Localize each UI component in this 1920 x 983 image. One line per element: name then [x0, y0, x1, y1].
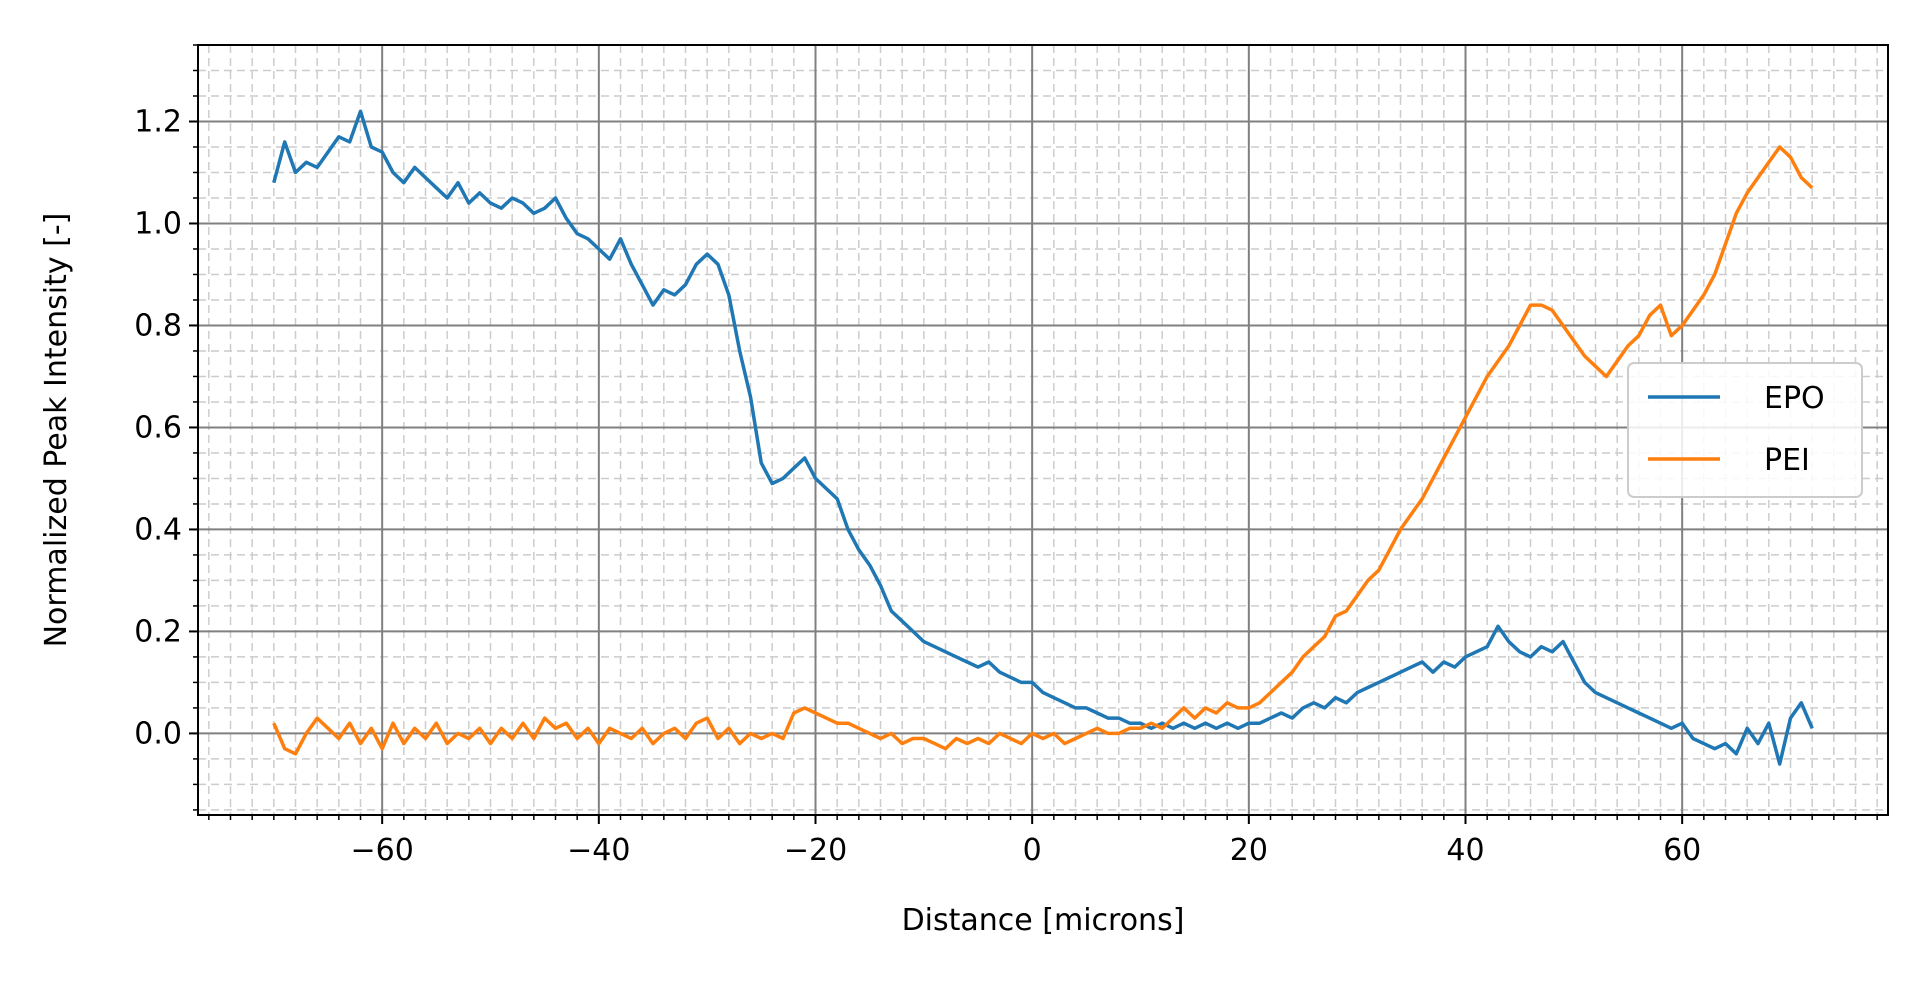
- y-tick-label: 0.2: [134, 614, 182, 649]
- y-axis-label: Normalized Peak Intensity [-]: [39, 213, 74, 648]
- series-line-pei: [272, 145, 1814, 756]
- series-line-epo: [272, 109, 1814, 766]
- x-tick-label: −60: [351, 833, 414, 868]
- x-tick-label: 60: [1663, 833, 1701, 868]
- y-tick-label: 0.6: [134, 410, 182, 445]
- x-tick-label: 0: [1023, 833, 1042, 868]
- x-tick-label: 20: [1230, 833, 1268, 868]
- y-tick-label: 1.0: [134, 206, 182, 241]
- y-tick-label: 0.4: [134, 512, 182, 547]
- series-lines: [272, 109, 1814, 766]
- axis-ticks: [189, 44, 1878, 824]
- y-tick-label: 1.2: [134, 104, 182, 139]
- major-gridlines: [198, 45, 1888, 815]
- x-axis-label: Distance [microns]: [902, 903, 1185, 938]
- tick-labels: −60 −40 −20 0 20 40 60 0.0 0.2 0.4 0.6 0.8 1.0 1.2: [134, 104, 1701, 868]
- legend-label-epo: EPO: [1764, 381, 1825, 416]
- legend: EPO PEI: [1627, 362, 1863, 498]
- plot-frame: [197, 44, 1889, 816]
- x-tick-label: 40: [1446, 833, 1484, 868]
- legend-label-pei: PEI: [1764, 443, 1810, 478]
- y-tick-label: 0.0: [134, 716, 182, 751]
- x-tick-label: −20: [784, 833, 847, 868]
- legend-box: [1627, 362, 1863, 498]
- y-tick-label: 0.8: [134, 308, 182, 343]
- x-tick-label: −40: [567, 833, 630, 868]
